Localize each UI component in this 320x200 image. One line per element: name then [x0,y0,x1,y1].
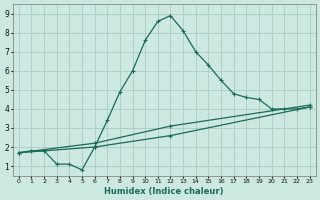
X-axis label: Humidex (Indice chaleur): Humidex (Indice chaleur) [104,187,224,196]
